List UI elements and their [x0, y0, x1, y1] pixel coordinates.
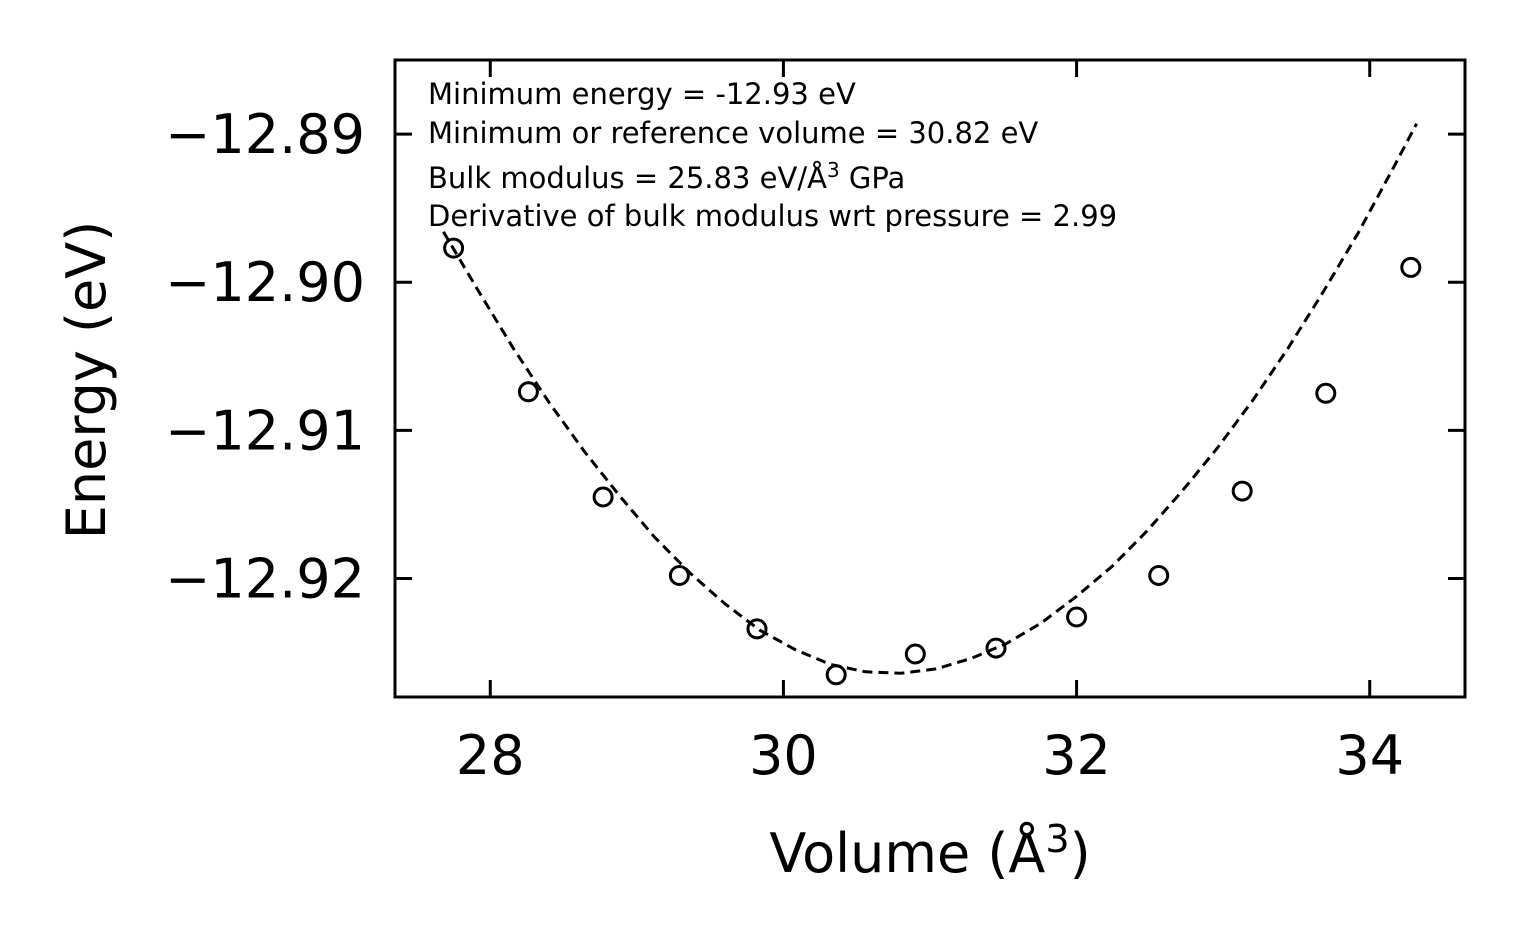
annotation-bulk-derivative: Derivative of bulk modulus wrt pressure …: [428, 199, 1117, 233]
x-tick-label: 30: [749, 724, 818, 787]
data-point: [985, 637, 1007, 659]
data-point: [1400, 256, 1422, 278]
data-point: [1315, 382, 1337, 404]
y-tick-label: −12.90: [165, 251, 365, 314]
annotation-min-energy: Minimum energy = -12.93 eV: [428, 77, 856, 111]
x-axis-title: Volume (Å3): [769, 817, 1090, 885]
annotation-box: Minimum energy = -12.93 eV Minimum or re…: [428, 77, 1117, 233]
plot-frame: [393, 58, 1467, 699]
data-point: [1066, 606, 1088, 628]
x-axis-title-sup: 3: [1045, 817, 1069, 861]
bulk-modulus-sup: 3: [827, 158, 840, 182]
x-tick-label: 34: [1335, 724, 1404, 787]
fit-curve: [442, 123, 1418, 675]
y-tick-label: −12.91: [165, 399, 365, 462]
bulk-modulus-text: Bulk modulus = 25.83 eV/Å: [428, 161, 827, 195]
data-point: [668, 565, 690, 586]
ticks-layer: 28 30 32 34 −12.89 −12.90 −12.91 −12.92: [165, 60, 1465, 787]
data-point: [746, 618, 768, 640]
bulk-modulus-unit: GPa: [840, 161, 906, 195]
x-tick-label: 32: [1042, 724, 1111, 787]
y-tick-label: −12.92: [165, 547, 365, 610]
fit-curve-layer: [442, 123, 1418, 675]
x-tick-label: 28: [456, 724, 525, 787]
x-axis-title-end: ): [1070, 822, 1091, 885]
data-point: [1148, 565, 1170, 586]
y-axis-title: Energy (eV): [55, 221, 118, 540]
data-point: [825, 664, 847, 686]
data-points-layer: [443, 237, 1422, 686]
data-point: [592, 486, 614, 508]
data-point: [904, 643, 926, 665]
data-point: [443, 237, 465, 259]
x-axis-title-text: Volume (Å: [769, 821, 1045, 885]
data-point: [1231, 480, 1253, 502]
annotation-bulk-modulus: Bulk modulus = 25.83 eV/Å3 GPa: [428, 158, 905, 195]
annotation-ref-volume: Minimum or reference volume = 30.82 eV: [428, 116, 1038, 150]
data-point: [517, 381, 539, 403]
y-tick-label: −12.89: [165, 103, 365, 166]
